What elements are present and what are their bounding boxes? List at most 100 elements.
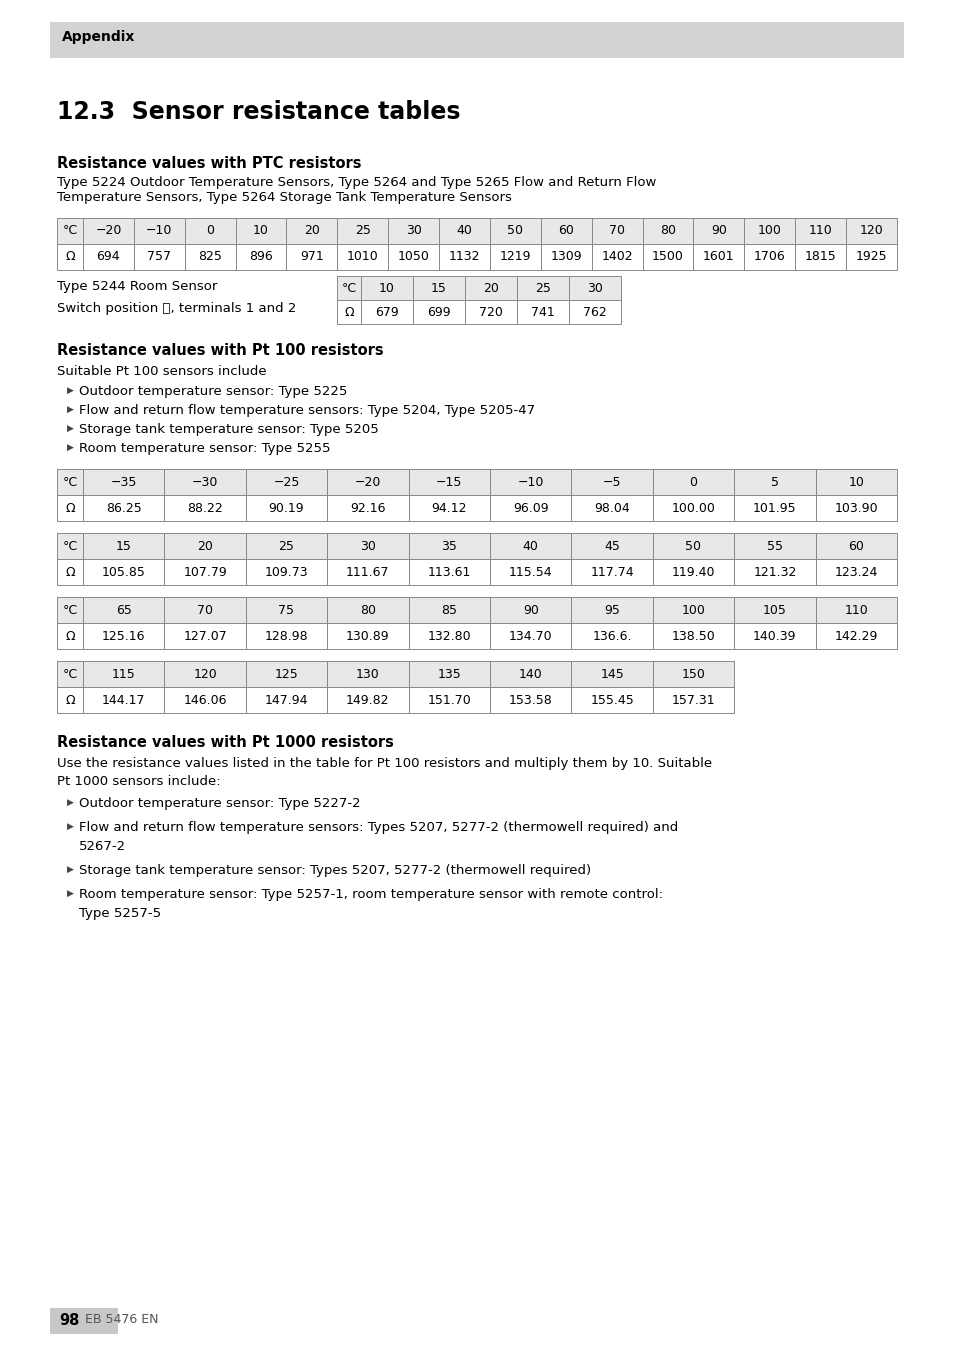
- Text: 95: 95: [603, 603, 619, 617]
- Text: Ω: Ω: [65, 565, 74, 579]
- Text: Use the resistance values listed in the table for Pt 100 resistors and multiply : Use the resistance values listed in the …: [57, 757, 711, 771]
- Text: 144.17: 144.17: [102, 694, 145, 707]
- Text: Type 5244 Room Sensor: Type 5244 Room Sensor: [57, 280, 217, 293]
- Text: °C: °C: [62, 539, 77, 553]
- Bar: [360, 276, 413, 300]
- Text: 1050: 1050: [397, 250, 429, 264]
- Bar: [652, 661, 734, 687]
- Bar: [652, 687, 734, 713]
- Text: 125.16: 125.16: [102, 630, 145, 642]
- Bar: [83, 598, 164, 623]
- Bar: [164, 495, 246, 521]
- Text: 80: 80: [659, 224, 676, 238]
- Bar: [83, 469, 164, 495]
- Text: 20: 20: [197, 539, 213, 553]
- Bar: [490, 243, 540, 270]
- Bar: [652, 533, 734, 558]
- Bar: [490, 469, 571, 495]
- Text: 110: 110: [808, 224, 832, 238]
- Bar: [571, 661, 652, 687]
- Bar: [327, 623, 408, 649]
- Bar: [83, 661, 164, 687]
- Text: 130.89: 130.89: [346, 630, 390, 642]
- Bar: [571, 533, 652, 558]
- Text: °C: °C: [62, 224, 77, 238]
- Text: Flow and return flow temperature sensors: Type 5204, Type 5205-47: Flow and return flow temperature sensors…: [79, 404, 535, 416]
- Text: 70: 70: [197, 603, 213, 617]
- Text: Resistance values with Pt 100 resistors: Resistance values with Pt 100 resistors: [57, 343, 383, 358]
- Text: 1219: 1219: [499, 250, 531, 264]
- Text: 98: 98: [59, 1313, 79, 1328]
- Bar: [571, 623, 652, 649]
- Text: 85: 85: [441, 603, 456, 617]
- Bar: [235, 243, 286, 270]
- Bar: [185, 218, 235, 243]
- Bar: [327, 687, 408, 713]
- Text: 109.73: 109.73: [264, 565, 308, 579]
- Bar: [490, 661, 571, 687]
- Text: 45: 45: [603, 539, 619, 553]
- Bar: [408, 558, 490, 585]
- Text: Suitable Pt 100 sensors include: Suitable Pt 100 sensors include: [57, 365, 266, 379]
- Text: 12.3  Sensor resistance tables: 12.3 Sensor resistance tables: [57, 100, 460, 124]
- Bar: [327, 558, 408, 585]
- Text: 20: 20: [482, 281, 498, 295]
- Bar: [327, 598, 408, 623]
- Bar: [815, 469, 896, 495]
- Text: 896: 896: [249, 250, 273, 264]
- Text: 111.67: 111.67: [346, 565, 389, 579]
- Bar: [517, 300, 568, 324]
- Text: 30: 30: [405, 224, 421, 238]
- Text: 50: 50: [685, 539, 700, 553]
- Bar: [591, 218, 642, 243]
- Text: 100.00: 100.00: [671, 502, 715, 515]
- Text: ▶: ▶: [67, 822, 73, 831]
- Text: 105.85: 105.85: [102, 565, 146, 579]
- Text: 0: 0: [206, 224, 214, 238]
- Bar: [743, 243, 795, 270]
- Text: 757: 757: [147, 250, 172, 264]
- Bar: [438, 243, 490, 270]
- Bar: [815, 623, 896, 649]
- Bar: [490, 598, 571, 623]
- Bar: [164, 661, 246, 687]
- Text: ▶: ▶: [67, 798, 73, 807]
- Text: 88.22: 88.22: [187, 502, 223, 515]
- Bar: [164, 687, 246, 713]
- Text: 1309: 1309: [550, 250, 581, 264]
- Bar: [164, 533, 246, 558]
- Bar: [571, 558, 652, 585]
- Text: 25: 25: [535, 281, 551, 295]
- Text: −15: −15: [436, 476, 462, 488]
- Bar: [57, 218, 83, 243]
- Text: Outdoor temperature sensor: Type 5225: Outdoor temperature sensor: Type 5225: [79, 385, 347, 397]
- Bar: [734, 558, 815, 585]
- Text: 132.80: 132.80: [427, 630, 471, 642]
- Bar: [652, 623, 734, 649]
- Text: Storage tank temperature sensor: Type 5205: Storage tank temperature sensor: Type 52…: [79, 423, 378, 435]
- Bar: [734, 598, 815, 623]
- Text: 150: 150: [680, 668, 704, 680]
- Text: 1402: 1402: [600, 250, 633, 264]
- Bar: [246, 533, 327, 558]
- Text: 120: 120: [193, 668, 216, 680]
- Text: −20: −20: [95, 224, 121, 238]
- Bar: [388, 243, 438, 270]
- Text: 105: 105: [762, 603, 786, 617]
- Text: 100: 100: [757, 224, 781, 238]
- Text: 103.90: 103.90: [834, 502, 877, 515]
- Text: 115: 115: [112, 668, 135, 680]
- Bar: [815, 495, 896, 521]
- Bar: [50, 22, 903, 58]
- Text: 55: 55: [766, 539, 782, 553]
- Text: 123.24: 123.24: [834, 565, 877, 579]
- Bar: [327, 661, 408, 687]
- Bar: [246, 495, 327, 521]
- Bar: [83, 623, 164, 649]
- Bar: [185, 243, 235, 270]
- Text: 971: 971: [300, 250, 323, 264]
- Bar: [337, 218, 388, 243]
- Text: 50: 50: [507, 224, 523, 238]
- Text: 25: 25: [355, 224, 371, 238]
- Text: 741: 741: [531, 306, 555, 319]
